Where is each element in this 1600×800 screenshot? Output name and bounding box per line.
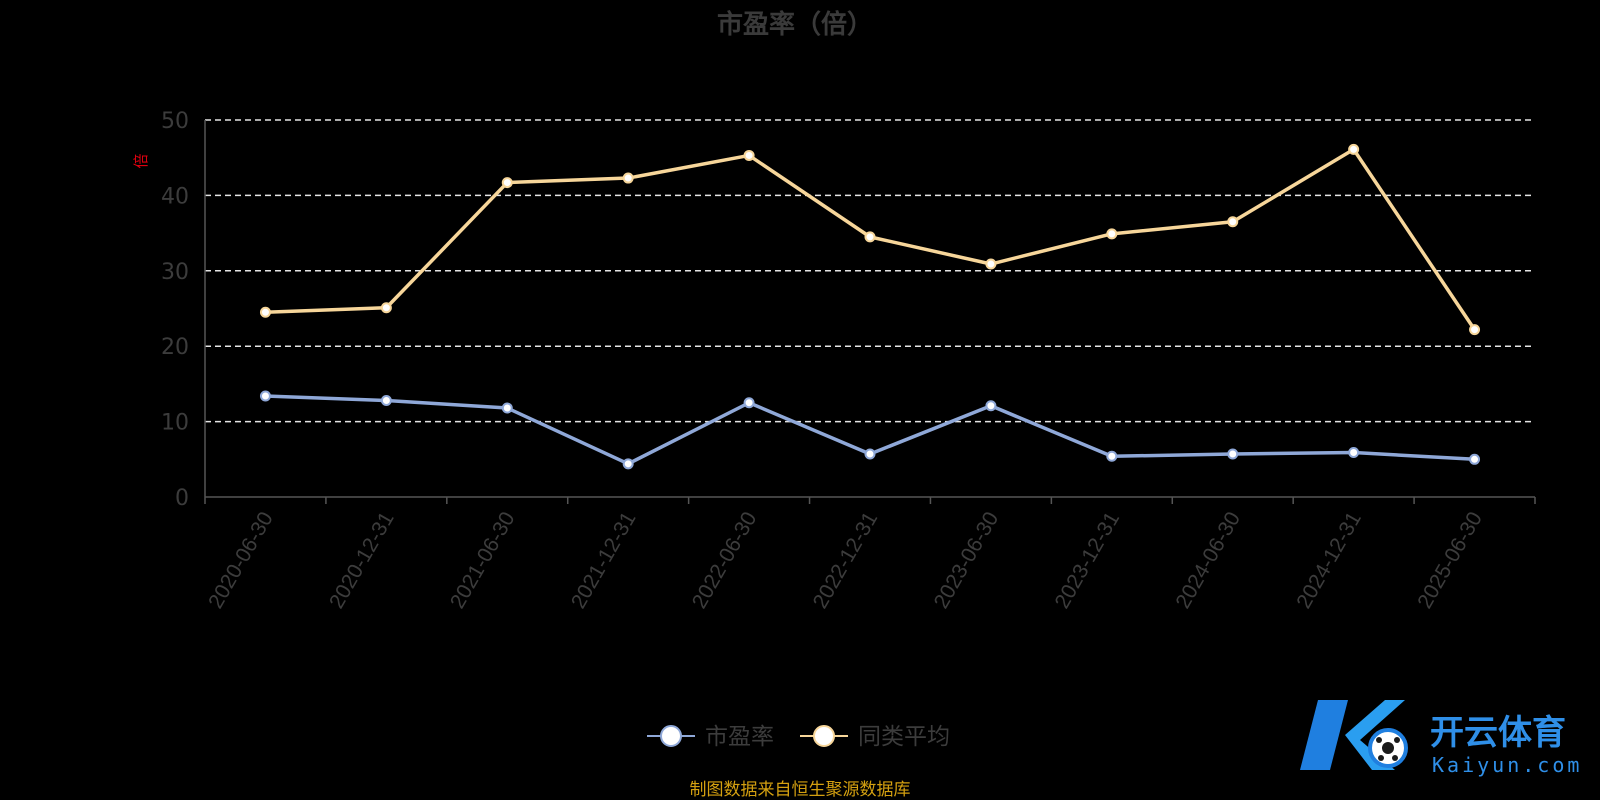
y-tick-label-0: 0 <box>175 486 189 511</box>
y-tick-label-10: 10 <box>161 411 189 436</box>
y-tick-labels: 0 10 20 30 40 50 <box>161 109 189 511</box>
axes <box>204 120 1536 504</box>
data-point-0-2023-06-30 <box>985 400 997 412</box>
data-point-1-2021-06-30 <box>501 177 513 189</box>
data-point-0-2022-06-30 <box>743 397 755 409</box>
x-tick-label-2021-12-31: 2021-12-31 <box>567 508 641 613</box>
y-tick-label-20: 20 <box>161 335 189 360</box>
gridlines <box>205 119 1535 423</box>
data-point-0-2024-06-30 <box>1227 448 1239 460</box>
y-tick-label-40: 40 <box>161 184 189 209</box>
data-point-0-2021-06-30 <box>501 402 513 414</box>
series-lines <box>259 143 1481 470</box>
x-tick-label-2020-12-31: 2020-12-31 <box>325 508 399 613</box>
legend-label-peer-avg: 同类平均 <box>858 724 950 750</box>
legend[interactable]: 市盈率 同类平均 <box>647 724 950 750</box>
data-point-1-2020-12-31 <box>380 302 392 314</box>
x-tick-labels: 2020-06-30 2020-12-31 2021-06-30 2021-12-31… <box>204 508 1487 613</box>
x-tick-label-2021-06-30: 2021-06-30 <box>446 508 520 613</box>
data-point-0-2024-12-31 <box>1348 447 1360 459</box>
data-point-1-2021-12-31 <box>622 172 634 184</box>
y-tick-label-30: 30 <box>161 260 189 285</box>
data-point-1-2025-06-30 <box>1469 324 1481 336</box>
data-point-0-2025-06-30 <box>1469 453 1481 465</box>
watermark-brand-en: Kaiyun.com <box>1432 753 1582 777</box>
data-point-1-2024-06-30 <box>1227 216 1239 228</box>
data-point-0-2020-12-31 <box>380 394 392 406</box>
legend-item-peer-avg[interactable]: 同类平均 <box>800 724 950 750</box>
legend-item-pe[interactable]: 市盈率 <box>647 724 774 750</box>
x-tick-label-2023-06-30: 2023-06-30 <box>930 508 1004 613</box>
x-tick-label-2022-06-30: 2022-06-30 <box>688 508 762 613</box>
y-unit-label: 倍 <box>132 153 150 168</box>
data-point-0-2022-12-31 <box>864 448 876 460</box>
watermark-brand-cn: 开云体育 <box>1430 713 1566 753</box>
data-point-0-2023-12-31 <box>1106 450 1118 462</box>
legend-label-pe: 市盈率 <box>705 724 774 750</box>
x-tick-label-2024-12-31: 2024-12-31 <box>1292 508 1366 613</box>
data-point-1-2022-06-30 <box>743 149 755 161</box>
legend-swatch-marker-pe <box>660 725 682 747</box>
data-point-1-2023-12-31 <box>1106 228 1118 240</box>
data-point-0-2021-12-31 <box>622 458 634 470</box>
y-tick-label-50: 50 <box>161 109 189 134</box>
x-tick-label-2022-12-31: 2022-12-31 <box>809 508 883 613</box>
data-point-1-2024-12-31 <box>1348 143 1360 155</box>
kaiyun-logo-icon <box>1300 700 1408 770</box>
x-tick-label-2024-06-30: 2024-06-30 <box>1171 508 1245 613</box>
legend-swatch-marker-peer-avg <box>813 725 835 747</box>
source-note: 制图数据来自恒生聚源数据库 <box>690 780 911 800</box>
data-point-1-2020-06-30 <box>259 306 271 318</box>
data-point-1-2022-12-31 <box>864 231 876 243</box>
x-tick-label-2025-06-30: 2025-06-30 <box>1413 508 1487 613</box>
data-point-0-2020-06-30 <box>259 390 271 402</box>
chart-title: 市盈率（倍） <box>717 9 873 40</box>
x-tick-label-2023-12-31: 2023-12-31 <box>1051 508 1125 613</box>
x-tick-label-2020-06-30: 2020-06-30 <box>204 508 278 613</box>
watermark-logo: 开云体育 Kaiyun.com <box>1300 700 1582 777</box>
data-point-1-2023-06-30 <box>985 258 997 270</box>
